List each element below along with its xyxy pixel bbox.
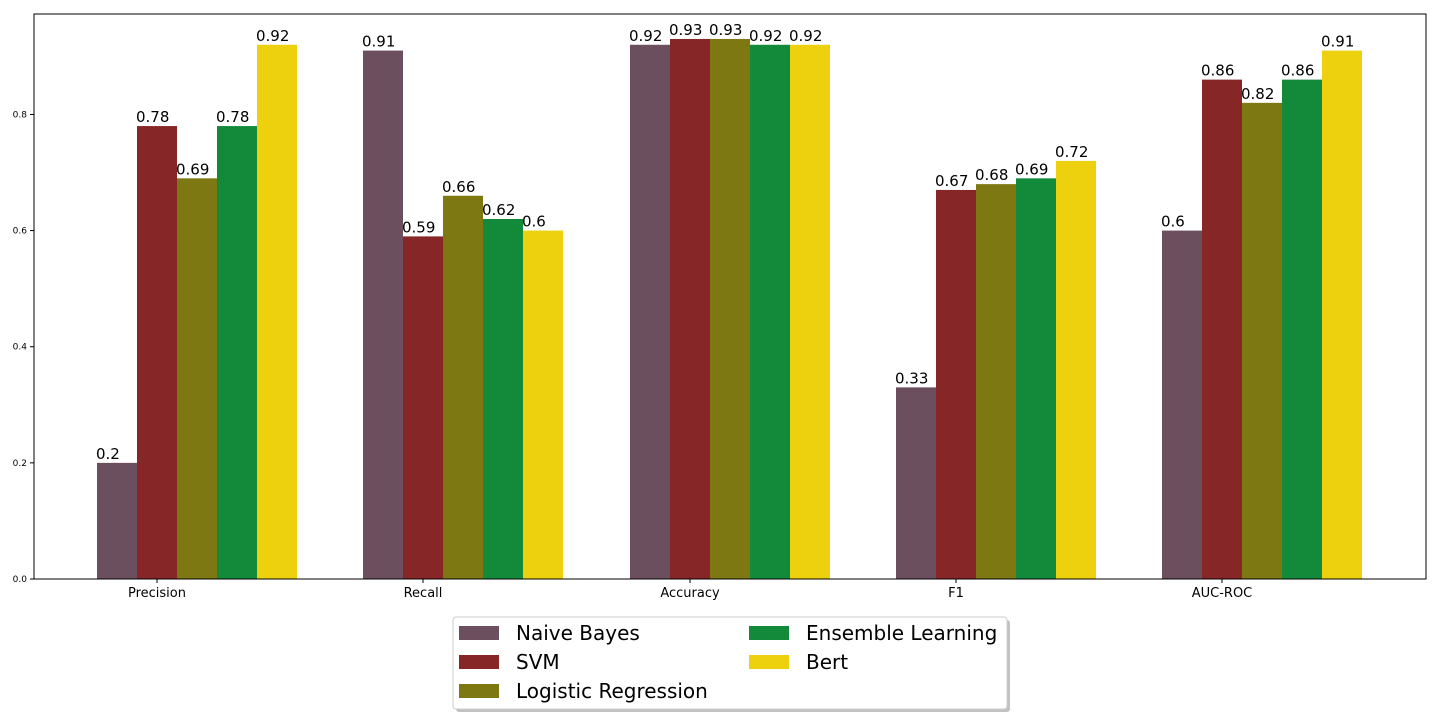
- bar-bert-auc-roc: [1322, 50, 1362, 579]
- data-label-ensemble-learning-recall: 0.62: [482, 201, 515, 219]
- data-label-bert-auc-roc: 0.91: [1321, 33, 1354, 51]
- data-label-bert-precision: 0.92: [256, 27, 289, 45]
- bar-naive-bayes-recall: [363, 50, 403, 579]
- y-axis: 0.0 0.2 0.4 0.6 0.8: [13, 110, 34, 585]
- legend-label-logistic-regression: Logistic Regression: [516, 679, 708, 703]
- data-label-ensemble-learning-auc-roc: 0.86: [1281, 62, 1314, 80]
- data-label-logistic-regression-recall: 0.66: [442, 178, 475, 196]
- bar-svm-auc-roc: [1202, 79, 1242, 580]
- data-label-bert-f1: 0.72: [1055, 143, 1088, 161]
- bar-logistic-regression-f1: [976, 184, 1016, 580]
- bar-naive-bayes-accuracy: [630, 44, 670, 580]
- bar-ensemble-learning-recall: [483, 218, 523, 580]
- data-label-svm-recall: 0.59: [402, 218, 435, 236]
- plot-area-frame: [33, 13, 1427, 580]
- legend-swatch-svm: [459, 655, 499, 669]
- bar-svm-f1: [936, 189, 976, 579]
- legend-label-bert: Bert: [806, 650, 848, 674]
- bar-logistic-regression-precision: [177, 178, 217, 579]
- bar-svm-precision: [137, 126, 177, 579]
- y-tick-label: 0.6: [13, 227, 28, 237]
- data-label-ensemble-learning-f1: 0.69: [1015, 160, 1048, 178]
- x-tick-label-precision: Precision: [128, 586, 186, 601]
- bar-ensemble-learning-accuracy: [750, 44, 790, 580]
- x-tick-label-recall: Recall: [404, 586, 443, 601]
- bar-naive-bayes-f1: [896, 387, 936, 579]
- bar-ensemble-learning-auc-roc: [1282, 79, 1322, 580]
- y-tick-label: 0.0: [13, 575, 28, 585]
- legend-box: [452, 616, 1008, 710]
- data-label-bert-accuracy: 0.92: [789, 27, 822, 45]
- data-labels-group: 0.2 0.91 0.92 0.33 0.6 0.78 0.59 0.93 0.67 0.86 0.…: [96, 21, 1354, 463]
- data-label-ensemble-learning-precision: 0.78: [216, 108, 249, 126]
- data-label-logistic-regression-auc-roc: 0.82: [1241, 85, 1274, 103]
- x-tick-label-accuracy: Accuracy: [660, 586, 720, 601]
- bar-logistic-regression-recall: [443, 195, 483, 579]
- data-label-svm-precision: 0.78: [136, 108, 169, 126]
- legend-swatch-bert: [749, 655, 789, 669]
- bar-naive-bayes-precision: [97, 462, 137, 579]
- data-label-naive-bayes-auc-roc: 0.6: [1161, 213, 1185, 231]
- bar-bert-accuracy: [790, 44, 830, 580]
- legend: Naive Bayes SVM Logistic Regression Ensembl…: [452, 616, 1010, 712]
- legend-swatch-naive-bayes: [459, 626, 499, 640]
- data-label-svm-f1: 0.67: [935, 172, 968, 190]
- legend-label-naive-bayes: Naive Bayes: [516, 621, 640, 645]
- y-tick-label: 0.8: [13, 110, 28, 120]
- x-tick-label-auc-roc: AUC-ROC: [1192, 586, 1253, 601]
- bar-ensemble-learning-f1: [1016, 178, 1056, 579]
- data-label-logistic-regression-f1: 0.68: [975, 166, 1008, 184]
- x-tick-label-f1: F1: [948, 586, 964, 601]
- x-axis: Precision Recall Accuracy F1 AUC-ROC: [128, 579, 1252, 601]
- bar-logistic-regression-auc-roc: [1242, 102, 1282, 579]
- y-tick-label: 0.2: [13, 459, 27, 469]
- bar-logistic-regression-accuracy: [710, 38, 750, 579]
- data-label-naive-bayes-f1: 0.33: [895, 369, 928, 387]
- bar-svm-recall: [403, 236, 443, 580]
- bar-naive-bayes-auc-roc: [1162, 230, 1202, 579]
- legend-label-ensemble-learning: Ensemble Learning: [806, 621, 997, 645]
- bar-bert-precision: [257, 44, 297, 580]
- bar-svm-accuracy: [670, 38, 710, 579]
- bar-bert-recall: [523, 230, 563, 579]
- data-label-bert-recall: 0.6: [522, 213, 546, 231]
- legend-swatch-ensemble-learning: [749, 626, 789, 640]
- bars-group: [97, 38, 1362, 580]
- data-label-naive-bayes-precision: 0.2: [96, 445, 120, 463]
- data-label-logistic-regression-precision: 0.69: [176, 160, 209, 178]
- legend-swatch-logistic-regression: [459, 684, 499, 698]
- bar-ensemble-learning-precision: [217, 126, 257, 579]
- bar-bert-f1: [1056, 160, 1096, 579]
- y-tick-label: 0.4: [13, 343, 28, 353]
- data-label-svm-auc-roc: 0.86: [1201, 62, 1234, 80]
- data-label-logistic-regression-accuracy: 0.93: [709, 21, 742, 39]
- legend-label-svm: SVM: [516, 650, 560, 674]
- data-label-svm-accuracy: 0.93: [669, 21, 702, 39]
- data-label-naive-bayes-recall: 0.91: [362, 33, 395, 51]
- data-label-naive-bayes-accuracy: 0.92: [629, 27, 662, 45]
- data-label-ensemble-learning-accuracy: 0.92: [749, 27, 782, 45]
